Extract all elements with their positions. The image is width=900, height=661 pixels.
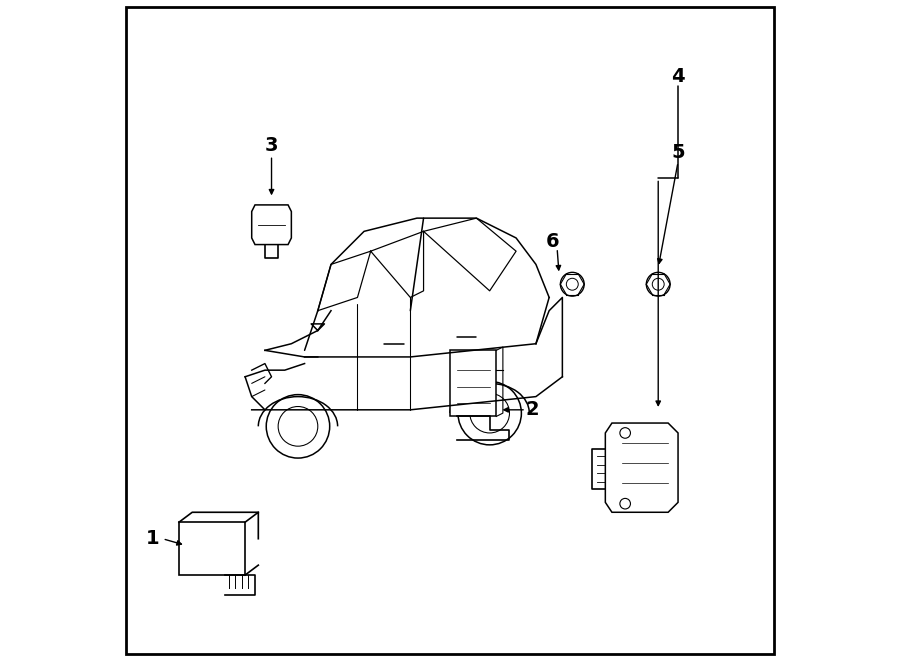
Text: 3: 3 <box>265 136 278 155</box>
Text: 4: 4 <box>671 67 685 85</box>
Text: 1: 1 <box>146 529 159 548</box>
Bar <box>450 350 496 416</box>
FancyBboxPatch shape <box>179 522 245 575</box>
Text: 5: 5 <box>671 143 685 161</box>
Text: 6: 6 <box>545 232 559 251</box>
Text: 2: 2 <box>526 401 539 419</box>
